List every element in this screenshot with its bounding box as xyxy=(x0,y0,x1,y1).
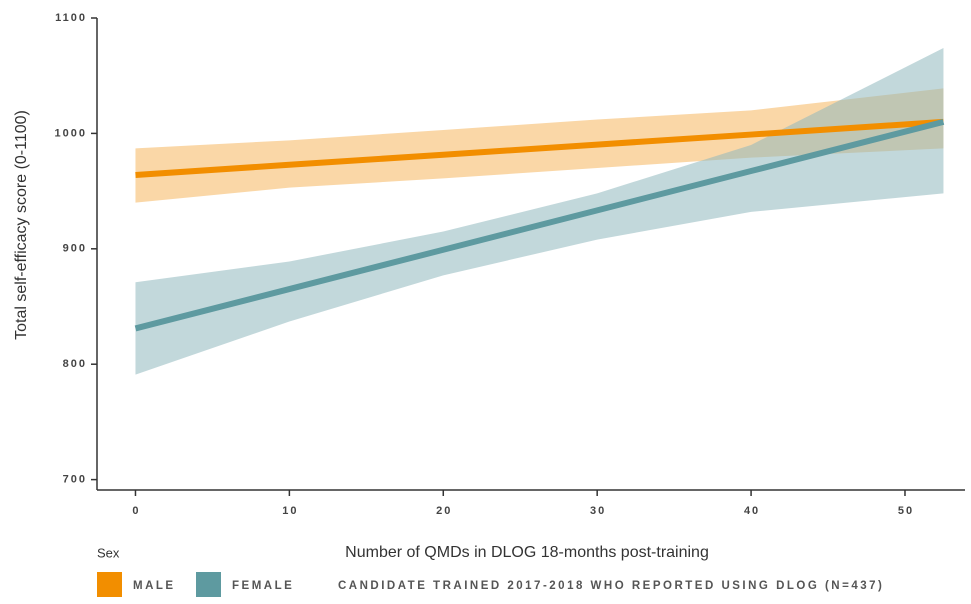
axes: 700 800 900 1000 1100 0 10 20 30 40 50 xyxy=(55,12,965,517)
y-tick-label: 700 xyxy=(63,474,87,486)
legend-label: FEMALE xyxy=(232,580,294,592)
confidence-band xyxy=(135,48,944,375)
x-tick-label: 40 xyxy=(744,505,760,517)
bands xyxy=(135,48,944,375)
legend-title: Sex xyxy=(97,545,120,560)
x-tick-label: 30 xyxy=(590,505,606,517)
trend-line xyxy=(135,118,944,178)
y-tick-label: 1100 xyxy=(55,12,87,24)
caption: CANDIDATE TRAINED 2017-2018 WHO REPORTED… xyxy=(338,580,884,592)
x-axis-title: Number of QMDs in DLOG 18-months post-tr… xyxy=(345,544,709,561)
legend-swatch xyxy=(97,572,122,597)
lines xyxy=(134,118,945,332)
x-tick-label: 50 xyxy=(898,505,914,517)
legend-swatch xyxy=(196,572,221,597)
y-axis-title: Total self-efficacy score (0-1100) xyxy=(13,110,30,340)
x-tick-label: 20 xyxy=(436,505,452,517)
legend-label: MALE xyxy=(133,580,176,592)
y-tick-label: 900 xyxy=(63,243,87,255)
y-tick-label: 800 xyxy=(63,358,87,370)
x-tick-label: 10 xyxy=(282,505,298,517)
trend-line xyxy=(134,118,945,332)
x-tick-label: 0 xyxy=(132,505,140,517)
y-tick-label: 1000 xyxy=(55,127,87,139)
